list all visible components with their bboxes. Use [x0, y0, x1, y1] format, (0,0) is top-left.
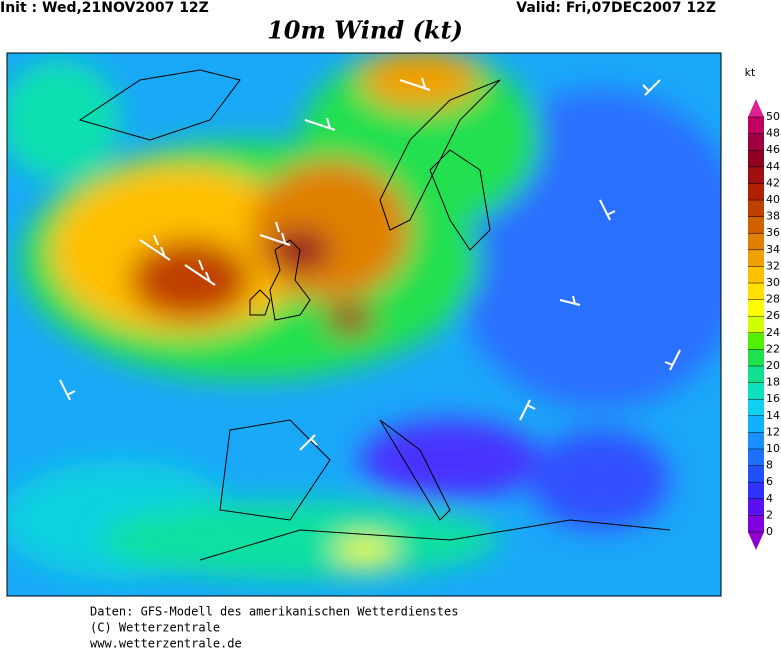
colorbar-label: 28: [766, 293, 780, 306]
colorbar-label: 4: [766, 492, 773, 505]
colorbar-band: [748, 266, 764, 284]
colorbar-label: 50: [766, 110, 780, 123]
coastlines: [78, 69, 671, 561]
colorbar-label: 2: [766, 508, 773, 521]
wind-map: [7, 53, 721, 596]
colorbar-band: [748, 382, 764, 400]
colorbar-band: [748, 498, 764, 516]
colorbar-label: 48: [766, 127, 780, 140]
colorbar-label: 22: [766, 342, 780, 355]
colorbar-band: [748, 283, 764, 301]
valid-time: Valid: Fri,07DEC2007 12Z: [516, 0, 716, 16]
map-title: 10m Wind (kt): [267, 16, 463, 45]
colorbar-label: 8: [766, 459, 773, 472]
colorbar-label: 18: [766, 376, 780, 389]
footer-line: Daten: GFS-Modell des amerikanischen Wet…: [90, 605, 458, 619]
map-frame: [6, 52, 722, 597]
colorbar-label: 36: [766, 226, 780, 239]
wind-barbs: [59, 77, 681, 451]
colorbar-label: 12: [766, 425, 780, 438]
colorbar-band: [748, 349, 764, 367]
colorbar-label: 38: [766, 210, 780, 223]
colorbar-band: [748, 515, 764, 533]
colorbar-band: [748, 299, 764, 317]
colorbar-label: 0: [766, 525, 773, 538]
colorbar-label: 46: [766, 143, 780, 156]
colorbar-label: 30: [766, 276, 780, 289]
colorbar-label: 24: [766, 326, 780, 339]
colorbar-band: [748, 117, 764, 135]
colorbar: kt 0246810121416182022242628303234363840…: [745, 66, 780, 550]
colorbar-label: 32: [766, 259, 780, 272]
legend-unit: kt: [745, 66, 756, 79]
colorbar-band: [748, 399, 764, 417]
colorbar-label: 44: [766, 160, 780, 173]
colorbar-label: 6: [766, 475, 773, 488]
colorbar-label: 26: [766, 309, 780, 322]
colorbar-band: [748, 465, 764, 483]
colorbar-label: 20: [766, 359, 780, 372]
colorbar-band: [748, 150, 764, 168]
colorbar-label: 40: [766, 193, 780, 206]
colorbar-label: 16: [766, 392, 780, 405]
colorbar-label: 14: [766, 409, 780, 422]
colorbar-band: [748, 249, 764, 267]
footer-line: www.wetterzentrale.de: [90, 637, 242, 649]
colorbar-band: [748, 316, 764, 334]
colorbar-band: [748, 183, 764, 201]
colorbar-band: [748, 449, 764, 467]
colorbar-band: [748, 216, 764, 234]
colorbar-label: 34: [766, 243, 780, 256]
colorbar-band: [748, 233, 764, 251]
colorbar-band: [748, 482, 764, 500]
colorbar-band: [748, 366, 764, 384]
colorbar-label: 10: [766, 442, 780, 455]
colorbar-band: [748, 133, 764, 151]
footer-line: (C) Wetterzentrale: [90, 621, 220, 635]
colorbar-label: 42: [766, 176, 780, 189]
colorbar-band: [748, 432, 764, 450]
colorbar-band: [748, 332, 764, 350]
colorbar-band: [748, 200, 764, 218]
colorbar-high-arrow: [748, 99, 764, 117]
colorbar-low-arrow: [748, 532, 764, 550]
colorbar-band: [748, 415, 764, 433]
init-time: Init : Wed,21NOV2007 12Z: [0, 0, 209, 16]
colorbar-band: [748, 166, 764, 184]
